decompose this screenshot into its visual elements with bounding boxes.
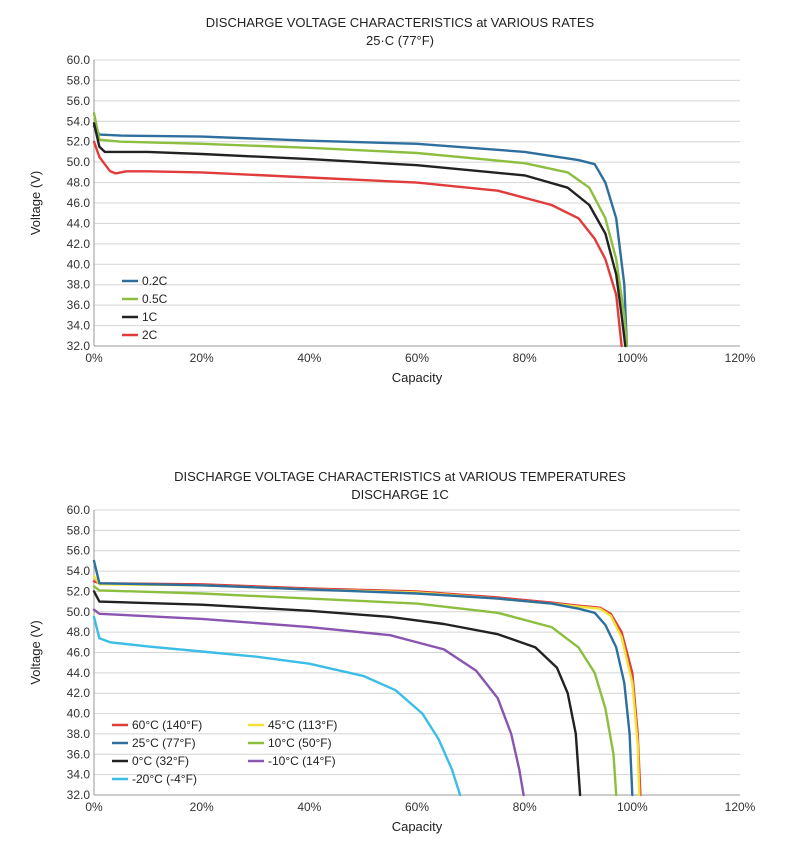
legend-entry: 0.5C xyxy=(142,292,168,306)
x-tick-label: 20% xyxy=(190,800,214,814)
y-tick-label: 56.0 xyxy=(67,94,91,108)
temperatures-chart-plot: 32.0 34.0 36.0 38.0 40.0 42.0 44.0 46.0 48.0 50.0… xyxy=(28,503,756,834)
y-tick-label: 56.0 xyxy=(67,544,91,558)
x-tick-label: 0% xyxy=(85,800,103,814)
y-tick-label: 42.0 xyxy=(67,237,91,251)
y-tick-label: 38.0 xyxy=(67,278,91,292)
y-tick-label: 60.0 xyxy=(67,503,91,517)
series-line xyxy=(92,140,623,348)
rates-chart: DISCHARGE VOLTAGE CHARACTERISTICS at VAR… xyxy=(0,0,800,420)
y-tick-label: 50.0 xyxy=(67,155,91,169)
y-tick-label: 38.0 xyxy=(67,727,91,741)
y-tick-label: 44.0 xyxy=(67,666,91,680)
y-tick-label: 54.0 xyxy=(67,564,91,578)
x-tick-label: 100% xyxy=(617,800,648,814)
x-tick-label: 40% xyxy=(297,351,321,365)
y-tick-label: 40.0 xyxy=(67,707,91,721)
y-axis-label: Voltage (V) xyxy=(28,171,43,235)
y-tick-label: 42.0 xyxy=(67,686,91,700)
rates-chart-plot: 32.0 34.0 36.0 38.0 40.0 42.0 44.0 46.0 48.0 50.0… xyxy=(28,53,756,385)
legend-entry: 0.2C xyxy=(142,274,168,288)
y-tick-label: 48.0 xyxy=(67,625,91,639)
y-tick-label: 48.0 xyxy=(67,176,91,190)
legend-entry: -20°C (-4°F) xyxy=(132,772,197,786)
series-line xyxy=(92,111,629,348)
series-line xyxy=(92,559,634,797)
x-tick-label: 40% xyxy=(297,800,321,814)
y-tick-label: 46.0 xyxy=(67,196,91,210)
legend-entry: 60°C (140°F) xyxy=(132,718,202,732)
legend-entry: 1C xyxy=(142,310,158,324)
temperatures-chart-title: DISCHARGE VOLTAGE CHARACTERISTICS at VAR… xyxy=(174,469,626,484)
legend-entry: 2C xyxy=(142,328,158,342)
y-tick-label: 36.0 xyxy=(67,298,91,312)
x-tick-label: 120% xyxy=(725,351,756,365)
x-axis-label: Capacity xyxy=(392,370,443,385)
y-tick-label: 52.0 xyxy=(67,135,91,149)
x-tick-label: 60% xyxy=(405,351,429,365)
y-tick-label: 34.0 xyxy=(67,319,91,333)
series-line xyxy=(92,590,582,797)
y-tick-label: 58.0 xyxy=(67,523,91,537)
y-tick-label: 44.0 xyxy=(67,216,91,230)
y-tick-label: 32.0 xyxy=(67,339,91,353)
y-axis-label: Voltage (V) xyxy=(28,620,43,684)
x-tick-label: 100% xyxy=(617,351,648,365)
x-tick-label: 80% xyxy=(513,800,537,814)
y-tick-label: 54.0 xyxy=(67,114,91,128)
legend-entry: 25°C (77°F) xyxy=(132,736,196,750)
y-tick-label: 46.0 xyxy=(67,646,91,660)
series-line xyxy=(92,125,629,348)
x-tick-label: 120% xyxy=(725,800,756,814)
y-tick-label: 40.0 xyxy=(67,257,91,271)
x-tick-label: 60% xyxy=(405,800,429,814)
series-line xyxy=(92,585,618,797)
legend-entry: 0°C (32°F) xyxy=(132,754,189,768)
y-tick-label: 36.0 xyxy=(67,747,91,761)
legend-entry: 10°C (50°F) xyxy=(268,736,332,750)
rates-chart-title: DISCHARGE VOLTAGE CHARACTERISTICS at VAR… xyxy=(205,15,595,30)
x-tick-label: 80% xyxy=(513,351,537,365)
series-line xyxy=(92,615,462,797)
y-tick-label: 52.0 xyxy=(67,584,91,598)
x-tick-label: 0% xyxy=(85,351,103,365)
temperatures-chart: DISCHARGE VOLTAGE CHARACTERISTICS at VAR… xyxy=(0,440,800,864)
series-line xyxy=(92,608,525,797)
legend-entry: 45°C (113°F) xyxy=(268,718,337,732)
x-tick-label: 20% xyxy=(190,351,214,365)
series-line xyxy=(92,122,627,348)
temperatures-chart-subtitle: DISCHARGE 1C xyxy=(351,487,449,502)
y-tick-label: 58.0 xyxy=(67,73,91,87)
rates-chart-subtitle: 25·C (77°F) xyxy=(365,33,435,48)
x-axis-label: Capacity xyxy=(392,819,443,834)
y-tick-label: 60.0 xyxy=(67,53,91,67)
legend-entry: -10°C (14°F) xyxy=(268,754,336,768)
y-tick-label: 50.0 xyxy=(67,605,91,619)
y-tick-label: 32.0 xyxy=(67,788,91,802)
y-tick-label: 34.0 xyxy=(67,768,91,782)
